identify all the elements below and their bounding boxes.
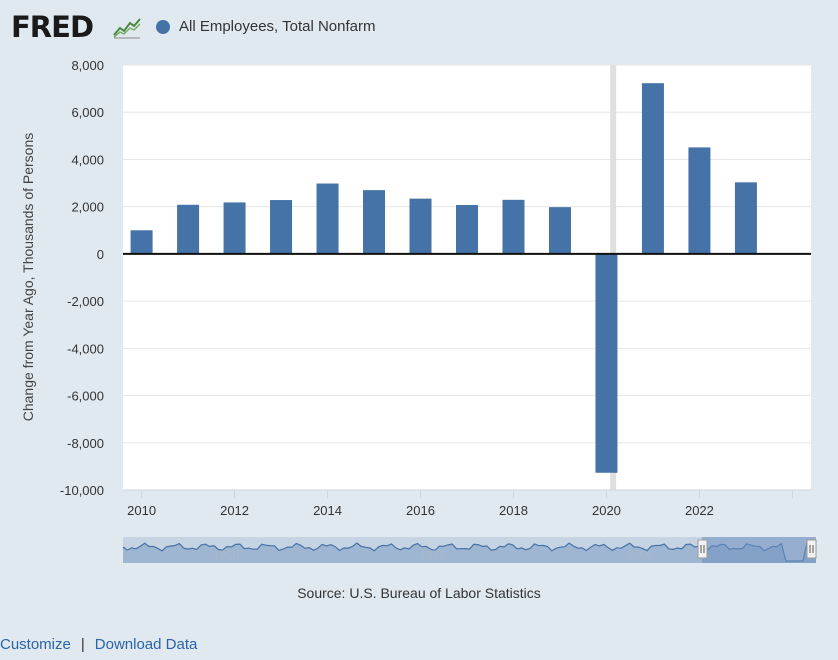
navigator-handle-body (697, 539, 708, 559)
x-tick-label: 2012 (220, 503, 249, 518)
bar-2016 (409, 198, 432, 254)
fred-logo[interactable]: FRED (11, 10, 94, 44)
y-tick-label: -8,000 (67, 436, 104, 451)
y-tick-label: -6,000 (67, 389, 104, 404)
bar-2017 (456, 205, 478, 254)
plot-background (123, 65, 811, 490)
x-tick-label: 2022 (685, 503, 714, 518)
y-tick-label: -4,000 (67, 341, 104, 356)
range-navigator[interactable]: 1950 1975 2000 (122, 537, 817, 563)
fred-chart-icon (113, 15, 141, 39)
x-tick-label: 2016 (406, 503, 435, 518)
bar-2019 (548, 207, 571, 254)
y-tick-label: -2,000 (67, 294, 104, 309)
navigator-selection (702, 537, 816, 563)
y-tick-label: 0 (97, 247, 104, 262)
y-tick-label: 4,000 (71, 152, 104, 167)
y-tick-label: 2,000 (71, 200, 104, 215)
bar-2012 (223, 202, 246, 254)
x-tick-label: 2020 (592, 503, 621, 518)
navigator-handle[interactable] (697, 539, 708, 559)
customize-link[interactable]: Customize (0, 636, 71, 653)
navigator-label: 1975 (420, 548, 447, 562)
footer-links: Customize | Download Data (0, 636, 197, 653)
navigator-label: 1950 (213, 548, 240, 562)
bar-2022 (688, 147, 711, 254)
bar-2011 (177, 204, 200, 254)
x-tick-label: 2018 (499, 503, 528, 518)
bar-2018 (502, 199, 525, 254)
bar-2021 (641, 83, 664, 254)
navigator-area (123, 541, 816, 563)
y-tick-label: 8,000 (71, 58, 104, 73)
y-tick-label: 6,000 (71, 105, 104, 120)
bar-2015 (363, 190, 386, 254)
bar-2010 (130, 230, 153, 254)
x-tick-label: 2014 (313, 503, 342, 518)
y-tick-label: -10,000 (60, 483, 104, 498)
navigator-handle-body (806, 539, 817, 559)
bar-2020 (595, 253, 618, 473)
navigator-label: 2000 (627, 548, 654, 562)
legend-marker (156, 20, 170, 34)
navigator-handle[interactable] (806, 539, 817, 559)
legend-series-label: All Employees, Total Nonfarm (179, 18, 376, 35)
bar-2014 (316, 183, 339, 254)
x-tick-label: 2010 (127, 503, 156, 518)
footer-separator: | (80, 636, 85, 653)
bar-2013 (270, 200, 293, 254)
bar-2023 (734, 182, 757, 254)
download-data-link[interactable]: Download Data (94, 636, 198, 653)
chart-header: FRED All Employees, Total Nonfarm (0, 0, 838, 56)
source-note: Source: U.S. Bureau of Labor Statistics (297, 585, 541, 601)
chart-area: 8,000 6,000 4,000 2,000 0 -2,000 -4,000 -6,000 -… (60, 58, 817, 563)
